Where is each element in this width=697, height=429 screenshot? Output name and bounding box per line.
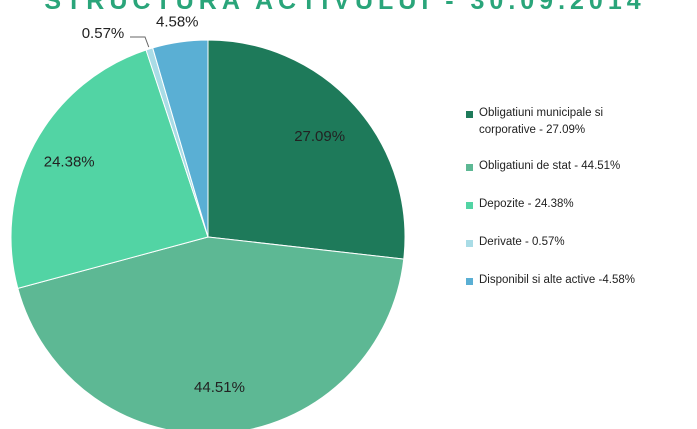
- legend: Obligatiuni municipale si corporative - …: [466, 107, 694, 313]
- legend-swatch: [466, 202, 473, 209]
- legend-swatch: [466, 278, 473, 285]
- legend-label: Depozite - 24.38%: [479, 198, 574, 210]
- data-label: 44.51%: [194, 379, 245, 396]
- pie-slice: [207, 39, 406, 260]
- data-label: 24.38%: [44, 153, 95, 170]
- legend-swatch: [466, 164, 473, 171]
- legend-label: Obligatiuni municipale si corporative - …: [479, 107, 604, 136]
- legend-item: Derivate - 0.57%: [466, 236, 694, 275]
- data-label: 0.57%: [82, 25, 125, 42]
- data-label: 4.58%: [156, 13, 199, 30]
- legend-swatch: [466, 240, 473, 247]
- pie-slice: [10, 49, 209, 289]
- data-label: 27.09%: [294, 128, 345, 145]
- pie-slice: [152, 39, 209, 238]
- leader-line: [130, 36, 150, 48]
- chart-title: STRUCTURA ACTIVULUI - 30.09.2014: [44, 0, 645, 15]
- legend-swatch: [466, 111, 473, 118]
- legend-item: Obligatiuni municipale si corporative - …: [466, 107, 694, 161]
- legend-item: Disponibil si alte active -4.58%: [466, 274, 694, 313]
- legend-item: Depozite - 24.38%: [466, 198, 694, 237]
- legend-label: Disponibil si alte active -4.58%: [479, 274, 635, 286]
- pie-slice: [17, 236, 405, 429]
- legend-item: Obligatiuni de stat - 44.51%: [466, 160, 694, 199]
- legend-label: Obligatiuni de stat - 44.51%: [479, 160, 621, 172]
- legend-label: Derivate - 0.57%: [479, 236, 565, 248]
